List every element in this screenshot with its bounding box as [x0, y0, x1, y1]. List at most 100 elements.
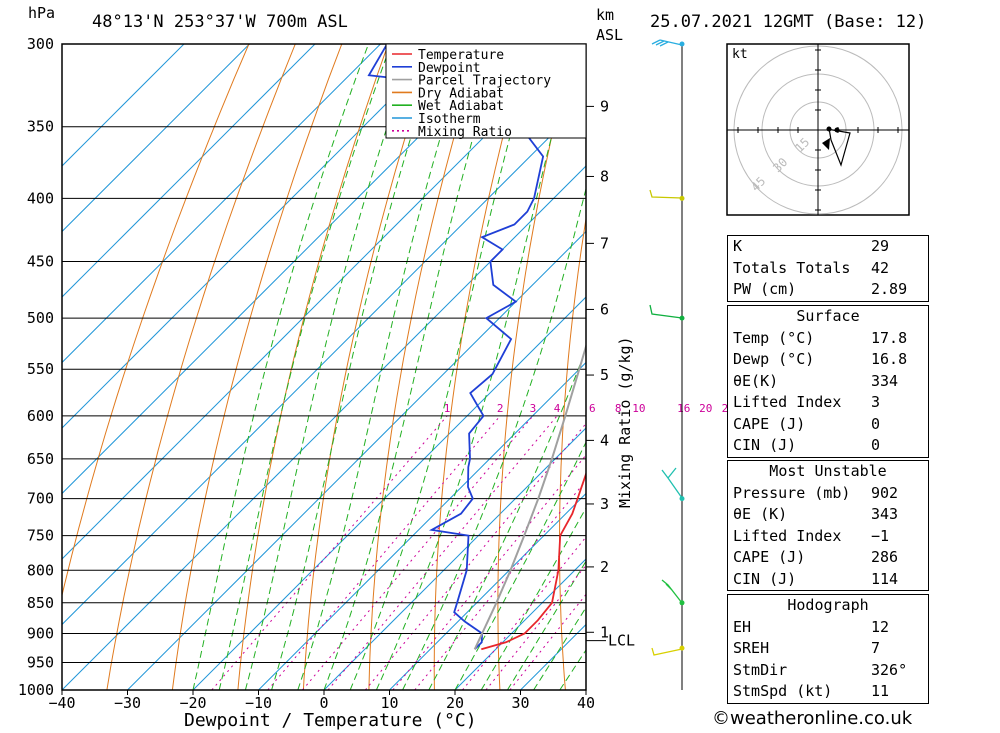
wind-barb-dot	[679, 41, 685, 47]
index-key: PW (cm)	[733, 280, 797, 298]
legend-box	[385, 43, 587, 139]
hodograph-trace	[826, 127, 851, 167]
parcel-trajectory-line	[473, 342, 586, 650]
datetime-title: 25.07.2021 12GMT (Base: 12)	[650, 12, 926, 32]
profile-series	[367, 44, 586, 651]
pressure-unit: hPa	[28, 4, 55, 22]
wet-adiabat-line	[506, 560, 586, 690]
dry-adiabat-line	[991, 44, 1000, 690]
x-axis-title: Dewpoint / Temperature (°C)	[184, 710, 477, 731]
isobars	[62, 43, 586, 691]
dry-adiabat-line	[106, 44, 296, 690]
temperature-tick-label: −30	[114, 694, 141, 712]
lcl-label: LCL	[608, 632, 635, 650]
hodograph-param-value: 11	[871, 682, 890, 700]
pressure-tick-label: 950	[27, 653, 54, 671]
most-unstable-key: Pressure (mb)	[733, 483, 851, 502]
hodograph-param-key: SREH	[733, 639, 770, 657]
isotherm-line	[62, 44, 512, 495]
index-key: Totals Totals	[733, 258, 851, 277]
temperature-tick-label: 0	[319, 694, 328, 712]
km-tick-label: 9	[600, 97, 609, 115]
index-value: 29	[871, 237, 890, 255]
surface-title: Surface	[796, 307, 860, 325]
mixing-ratio-label: 20	[699, 402, 712, 415]
isotherm-line	[62, 44, 250, 233]
pressure-tick-label: 800	[27, 561, 54, 579]
axes: 3003504004505005506006507007508008509009…	[18, 35, 735, 712]
most-unstable-key: Lifted Index	[733, 526, 842, 545]
credit-link[interactable]: ©weatheronline.co.uk	[712, 708, 913, 729]
wet-adiabat-line	[480, 506, 586, 690]
mixing-ratio-line	[211, 415, 448, 690]
mixing-ratio-line	[267, 415, 501, 690]
hodograph-param-key: StmSpd (kt)	[733, 682, 833, 700]
wind-barb	[651, 39, 683, 47]
pressure-tick-label: 600	[27, 407, 54, 425]
isotherm-line	[454, 558, 586, 690]
wind-barb-dot	[679, 645, 685, 651]
mixing-ratio-label: 2	[497, 402, 504, 415]
pressure-tick-label: 500	[27, 309, 54, 327]
isotherm-line	[62, 99, 586, 626]
surface-row: θE(K) 334	[728, 371, 928, 393]
wet-adiabat-line	[192, 44, 369, 690]
temperature-tick-label: −20	[179, 694, 206, 712]
wind-barb	[649, 304, 683, 319]
indices-table: K 29 Totals Totals 42 PW (cm) 2.89	[727, 235, 929, 302]
pressure-tick-label: 350	[27, 118, 54, 136]
wind-barb-dot	[679, 496, 685, 502]
temperature-tick-label: −10	[245, 694, 272, 712]
surface-row: CAPE (J) 0	[728, 414, 928, 436]
most-unstable-row: CIN (J) 114	[728, 569, 928, 591]
surface-key: Lifted Index	[733, 393, 842, 411]
surface-value: 0	[871, 436, 881, 454]
isotherm-line	[62, 165, 586, 690]
most-unstable-row: θE (K) 343	[728, 504, 928, 526]
temperature-tick-label: 40	[577, 694, 595, 712]
mixing-ratio-label: 1	[444, 402, 451, 415]
hodograph-table: Hodograph EH 12 SREH 7 StmDir 326° StmSpd (kt)…	[727, 594, 929, 704]
wind-barb-dot	[679, 600, 685, 606]
isotherm-line	[62, 44, 185, 167]
mixing-ratio-label: 3	[530, 402, 537, 415]
hodograph-param-row: SREH 7	[728, 638, 928, 660]
most-unstable-row: Pressure (mb) 902	[728, 483, 928, 505]
surface-key: Dewp (°C)	[733, 350, 815, 368]
surface-value: 3	[871, 393, 881, 411]
surface-key: θE(K)	[733, 371, 779, 390]
index-value: 2.89	[871, 280, 908, 298]
temperature-tick-label: 10	[380, 694, 398, 712]
surface-row: Lifted Index 3	[728, 392, 928, 414]
dry-adiabat-line	[368, 44, 482, 690]
most-unstable-title: Most Unstable	[769, 462, 887, 480]
wet-adiabat-line	[297, 44, 470, 690]
wet-adiabat-line	[323, 44, 501, 690]
isotherm-line	[258, 361, 586, 690]
temperature-tick-label: 20	[446, 694, 464, 712]
surface-row: CIN (J) 0	[728, 435, 928, 457]
surface-row: Temp (°C) 17.8	[728, 328, 928, 350]
most-unstable-value: 343	[871, 505, 899, 523]
hodograph-title: Hodograph	[787, 596, 869, 614]
hodograph-param-row: StmDir 326°	[728, 660, 928, 682]
most-unstable-value: 286	[871, 548, 899, 566]
km-tick-label: 6	[600, 300, 609, 318]
wet-adiabat-line	[244, 44, 416, 690]
wind-barb	[661, 467, 683, 499]
legend-entry: Dewpoint	[418, 61, 481, 76]
wind-barb-dot	[679, 195, 685, 201]
km-tick-label: 3	[600, 495, 609, 513]
most-unstable-row: Lifted Index −1	[728, 526, 928, 548]
temperature-line	[481, 471, 586, 651]
mixing-ratio-axis-title: Mixing Ratio (g/kg)	[616, 336, 634, 508]
wind-barb	[651, 647, 683, 656]
km-tick-label: 8	[600, 167, 609, 185]
wet-adiabat-line	[218, 44, 392, 690]
legend-entry: Mixing Ratio	[418, 125, 512, 140]
wet-adiabat-line	[271, 44, 442, 690]
mixing-ratio-line	[392, 454, 586, 690]
isotherm-line	[62, 44, 447, 429]
